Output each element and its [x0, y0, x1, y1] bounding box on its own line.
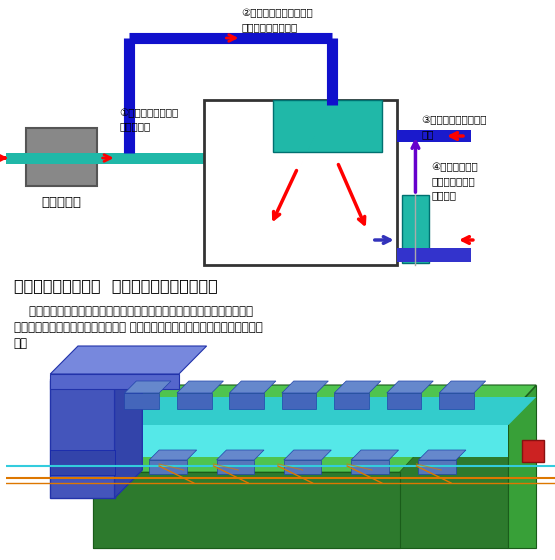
Bar — [273, 100, 382, 152]
Bar — [402, 195, 430, 263]
Text: 统。: 统。 — [14, 337, 28, 350]
Bar — [124, 393, 159, 409]
Polygon shape — [334, 381, 381, 393]
Bar — [149, 460, 187, 474]
Polygon shape — [177, 381, 224, 393]
Bar — [51, 374, 179, 389]
Text: 新风空调筱: 新风空调筱 — [41, 196, 81, 209]
Polygon shape — [93, 442, 427, 472]
Polygon shape — [93, 385, 536, 415]
Text: 房间: 房间 — [421, 129, 434, 139]
Text: ③由墙洞引入直接送入: ③由墙洞引入直接送入 — [421, 115, 487, 125]
Text: ②新风由新风机组处理后: ②新风由新风机组处理后 — [241, 8, 313, 18]
Polygon shape — [418, 450, 466, 460]
Bar — [387, 393, 421, 409]
Polygon shape — [282, 381, 329, 393]
Text: 既有对新风的集中处理与输配，又能借设在空调房间的末端装置（如风机: 既有对新风的集中处理与输配，又能借设在空调房间的末端装置（如风机 — [14, 305, 253, 318]
Polygon shape — [51, 346, 206, 374]
Bar — [229, 393, 264, 409]
Bar — [397, 248, 471, 262]
Bar — [439, 393, 474, 409]
Text: ④由墙洞引入经: ④由墙洞引入经 — [431, 162, 478, 172]
Polygon shape — [216, 450, 264, 460]
Text: ①新风由新风机组独
立送入房间: ①新风由新风机组独 立送入房间 — [119, 108, 179, 131]
Text: 风机盘管处理后: 风机盘管处理后 — [431, 176, 475, 186]
Polygon shape — [229, 381, 276, 393]
Polygon shape — [508, 385, 536, 548]
Bar — [93, 415, 508, 548]
Polygon shape — [124, 381, 171, 393]
Bar — [334, 393, 369, 409]
Bar — [51, 450, 114, 475]
Polygon shape — [51, 352, 142, 380]
Bar — [282, 393, 316, 409]
Text: 盘管）对室内循环空气作局部处理， 兼具前两种系统特点的系统称为半集中式系: 盘管）对室内循环空气作局部处理， 兼具前两种系统特点的系统称为半集中式系 — [14, 321, 263, 334]
Polygon shape — [114, 352, 142, 498]
Polygon shape — [351, 450, 398, 460]
Text: 送入房间: 送入房间 — [431, 190, 456, 200]
Bar — [216, 460, 254, 474]
Text: 经风机盘管送入房间: 经风机盘管送入房间 — [241, 22, 297, 32]
Bar — [6, 153, 297, 164]
Bar — [177, 393, 211, 409]
Bar — [522, 440, 544, 462]
Bar — [93, 472, 400, 548]
Bar — [93, 425, 508, 457]
Bar — [26, 128, 97, 186]
Bar — [51, 380, 114, 498]
Polygon shape — [439, 381, 486, 393]
Polygon shape — [387, 381, 433, 393]
Bar — [351, 460, 388, 474]
Text: 半集中式空调系统：  （风机盘管＋新风机组）: 半集中式空调系统： （风机盘管＋新风机组） — [14, 278, 218, 293]
Bar — [418, 460, 456, 474]
Bar — [284, 460, 321, 474]
Bar — [397, 130, 471, 142]
Bar — [204, 100, 397, 265]
Polygon shape — [284, 450, 331, 460]
Polygon shape — [93, 397, 536, 425]
Polygon shape — [149, 450, 196, 460]
